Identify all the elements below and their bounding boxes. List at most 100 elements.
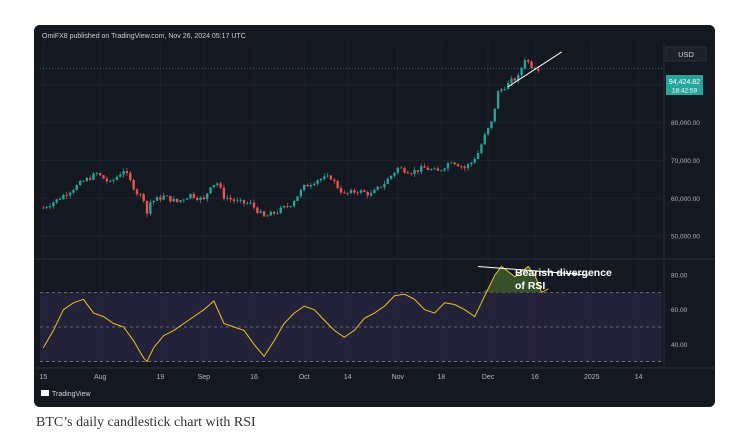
candle-body (62, 195, 65, 200)
candle-body (423, 166, 426, 168)
btc-chart[interactable]: 15 Aug 19 Sep 16 Oct 14 Nov 18 Dec 16 2025 14 50,000.… (34, 25, 715, 407)
candle-body (510, 78, 513, 83)
rsi-divergence-trendline (478, 265, 589, 276)
candle-body (326, 175, 329, 177)
candle-body (219, 183, 222, 188)
candle-body (172, 198, 175, 202)
candle-body (416, 169, 420, 172)
candle-body (410, 173, 413, 175)
candle-body (152, 200, 155, 203)
annotation: Bearish divergence of RSI (515, 267, 612, 292)
candle-body (52, 202, 55, 207)
candle-body (266, 215, 269, 217)
candle-body (236, 200, 239, 202)
candle-body (226, 197, 229, 199)
candle-body (333, 179, 336, 182)
candle-body (165, 195, 169, 197)
candle-body (383, 183, 386, 188)
candle-body (520, 68, 523, 76)
candle-body (179, 200, 182, 203)
candle-body (463, 166, 466, 169)
candle-body (386, 178, 389, 184)
price-tick-label: 60,000.00 (671, 196, 700, 203)
annotation-line1: Bearish divergence (515, 267, 612, 279)
candle-body (466, 164, 470, 169)
candle-body (229, 197, 232, 200)
candle-body (142, 194, 145, 201)
candle-body (206, 193, 209, 200)
candle-body (145, 200, 149, 214)
candle-body (112, 179, 115, 181)
candle-body (249, 202, 252, 204)
candle-body (92, 173, 95, 180)
tradingview-brand-text: TradingView (52, 391, 91, 398)
candle-body (199, 197, 202, 200)
candle-body (155, 197, 159, 201)
x-tick-label: Oct (299, 374, 310, 381)
tradingview-logo-icon (41, 390, 49, 396)
candle-body (269, 211, 272, 216)
candle-body (366, 192, 369, 196)
x-tick-label: 16 (250, 374, 258, 381)
candle-body (403, 168, 406, 173)
candle-body (389, 175, 393, 179)
candle-body (296, 196, 299, 202)
candle-body (246, 203, 249, 204)
price-badge-time: 18:42:59 (672, 88, 698, 95)
candle-body (446, 163, 450, 169)
candle-body (212, 185, 216, 188)
candle-body (507, 82, 510, 90)
candle-body (343, 192, 346, 194)
candle-body (185, 198, 189, 200)
price-badge-price: 94,424.82 (669, 79, 700, 86)
candle-body (75, 185, 78, 190)
candle-body (209, 187, 212, 194)
trendlines (478, 51, 589, 276)
candle-body (356, 192, 359, 194)
price-tick-label: 80,000.00 (671, 120, 700, 127)
candle-body (88, 177, 92, 180)
rsi-tick-label: 40.00 (671, 342, 688, 349)
candle-body (313, 183, 316, 186)
candle-body (192, 193, 195, 198)
candle-body (85, 177, 88, 182)
price-trendline (507, 51, 562, 88)
candle-body (396, 167, 399, 173)
candle-body (373, 189, 376, 194)
candle-body (513, 78, 517, 81)
candle-body (476, 153, 480, 159)
rsi-tick-label: 60.00 (671, 307, 688, 314)
candle-body (473, 158, 476, 163)
candle-body (339, 188, 343, 193)
candle-body (533, 68, 537, 70)
chart-frame[interactable]: 15 Aug 19 Sep 16 Oct 14 Nov 18 Dec 16 2025 14 50,000.… (34, 25, 715, 407)
candle-body (537, 69, 540, 71)
candle-body (242, 199, 246, 204)
candle-body (460, 166, 463, 168)
candle-body (426, 167, 430, 170)
candle-body (433, 168, 436, 170)
x-tick-label: 16 (531, 374, 539, 381)
candle-body (500, 89, 503, 92)
candle-body (58, 199, 62, 201)
candle-body (490, 121, 493, 129)
candle-body (135, 189, 139, 195)
candle-body (252, 202, 256, 208)
candle-body (483, 134, 486, 145)
candle-body (189, 193, 192, 199)
candle-body (132, 179, 135, 190)
currency-box[interactable] (665, 46, 707, 62)
candle-body (276, 212, 279, 214)
candle-body (309, 185, 313, 187)
candle-body (169, 196, 172, 202)
candle-body (78, 181, 82, 186)
candle-body (303, 184, 306, 190)
candle-body (115, 176, 119, 180)
candle-body (292, 201, 296, 207)
candle-body (523, 60, 527, 69)
candle-body (82, 181, 85, 182)
candle-body (149, 202, 152, 214)
candle-body (256, 207, 259, 213)
candle-body (517, 75, 520, 81)
candle-body (349, 190, 353, 194)
